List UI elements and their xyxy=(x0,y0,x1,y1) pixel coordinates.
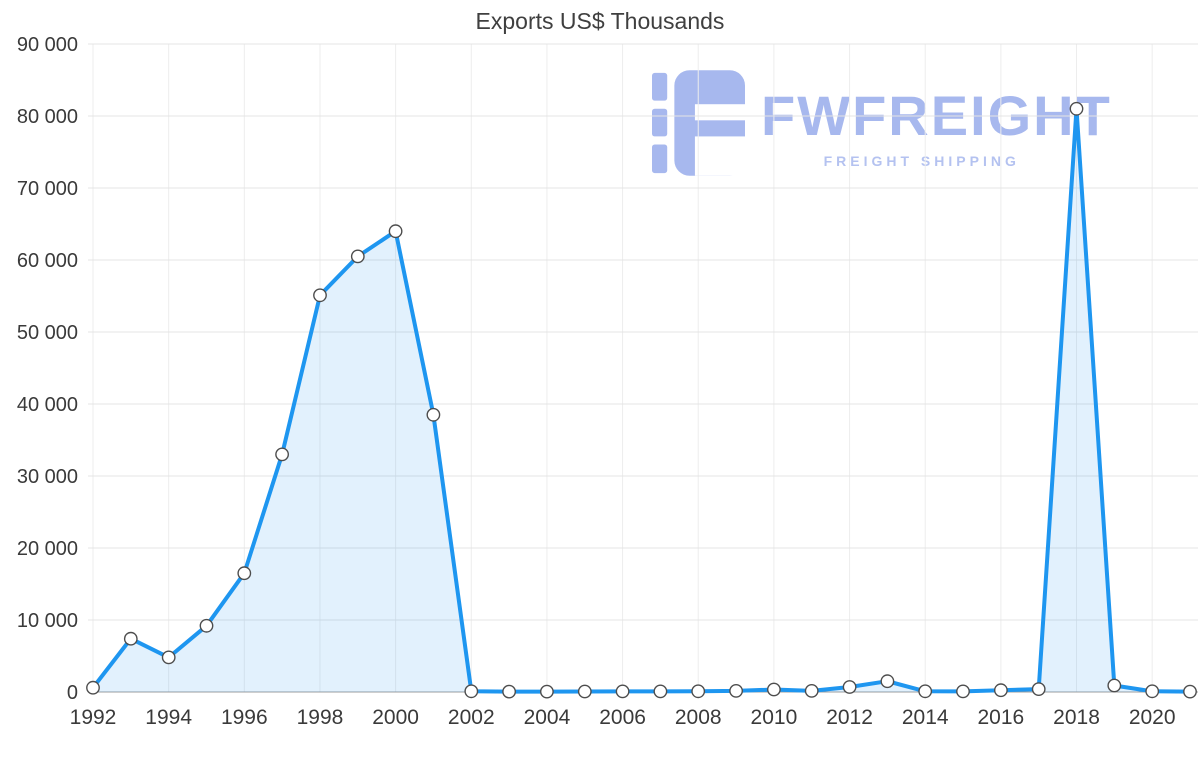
data-point-marker xyxy=(502,684,516,699)
y-tick-label: 40 000 xyxy=(17,394,78,416)
data-point-marker xyxy=(426,407,441,422)
data-point-marker xyxy=(767,682,781,697)
data-point-marker xyxy=(653,684,668,699)
y-tick-label: 10 000 xyxy=(17,610,78,632)
x-tick-label: 2008 xyxy=(675,706,722,729)
x-tick-label: 2018 xyxy=(1053,706,1100,729)
x-tick-label: 2020 xyxy=(1129,706,1176,729)
data-point-marker xyxy=(161,650,176,665)
y-tick-label: 80 000 xyxy=(17,106,78,128)
data-point-marker xyxy=(577,684,592,699)
data-point-marker xyxy=(880,674,895,689)
data-point-marker xyxy=(86,680,100,695)
x-tick-label: 2006 xyxy=(599,706,646,729)
data-point-marker xyxy=(540,684,554,699)
x-tick-label: 1992 xyxy=(70,706,117,729)
data-point-marker xyxy=(615,684,630,699)
data-point-marker xyxy=(123,631,138,646)
data-point-marker xyxy=(804,684,819,698)
x-tick-label: 2000 xyxy=(372,706,419,729)
y-tick-label: 60 000 xyxy=(17,250,78,272)
data-point-marker xyxy=(1069,101,1084,116)
x-tick-label: 2002 xyxy=(448,706,495,729)
x-tick-label: 2016 xyxy=(978,706,1025,729)
data-point-marker xyxy=(956,684,970,699)
data-point-marker xyxy=(1031,682,1046,696)
x-tick-label: 1998 xyxy=(297,706,344,729)
data-point-marker xyxy=(729,684,743,698)
x-tick-label: 2012 xyxy=(826,706,873,729)
data-point-marker xyxy=(1183,684,1197,699)
data-point-marker xyxy=(691,684,706,699)
series-area xyxy=(93,108,1190,693)
data-point-marker xyxy=(842,680,857,694)
y-tick-label: 0 xyxy=(67,682,78,704)
data-point-marker xyxy=(994,683,1008,698)
x-tick-label: 2014 xyxy=(902,706,949,729)
chart-title: Exports US$ Thousands xyxy=(475,8,725,34)
data-point-marker xyxy=(1107,678,1122,693)
y-tick-label: 50 000 xyxy=(17,322,78,344)
data-point-marker xyxy=(237,566,252,581)
y-tick-label: 20 000 xyxy=(17,538,78,560)
y-tick-label: 30 000 xyxy=(17,466,78,488)
y-tick-label: 90 000 xyxy=(17,34,78,56)
data-point-marker xyxy=(918,684,933,699)
data-point-marker xyxy=(388,224,403,239)
data-point-marker xyxy=(275,447,289,462)
x-tick-label: 1996 xyxy=(221,706,268,729)
data-point-marker xyxy=(1145,684,1160,699)
y-tick-label: 70 000 xyxy=(17,178,78,200)
data-point-marker xyxy=(199,618,214,633)
x-tick-label: 1994 xyxy=(145,706,192,729)
x-tick-label: 2010 xyxy=(751,706,798,729)
data-point-marker xyxy=(313,288,327,303)
x-tick-label: 2004 xyxy=(524,706,571,729)
data-point-marker xyxy=(464,684,479,699)
data-point-marker xyxy=(350,249,365,264)
